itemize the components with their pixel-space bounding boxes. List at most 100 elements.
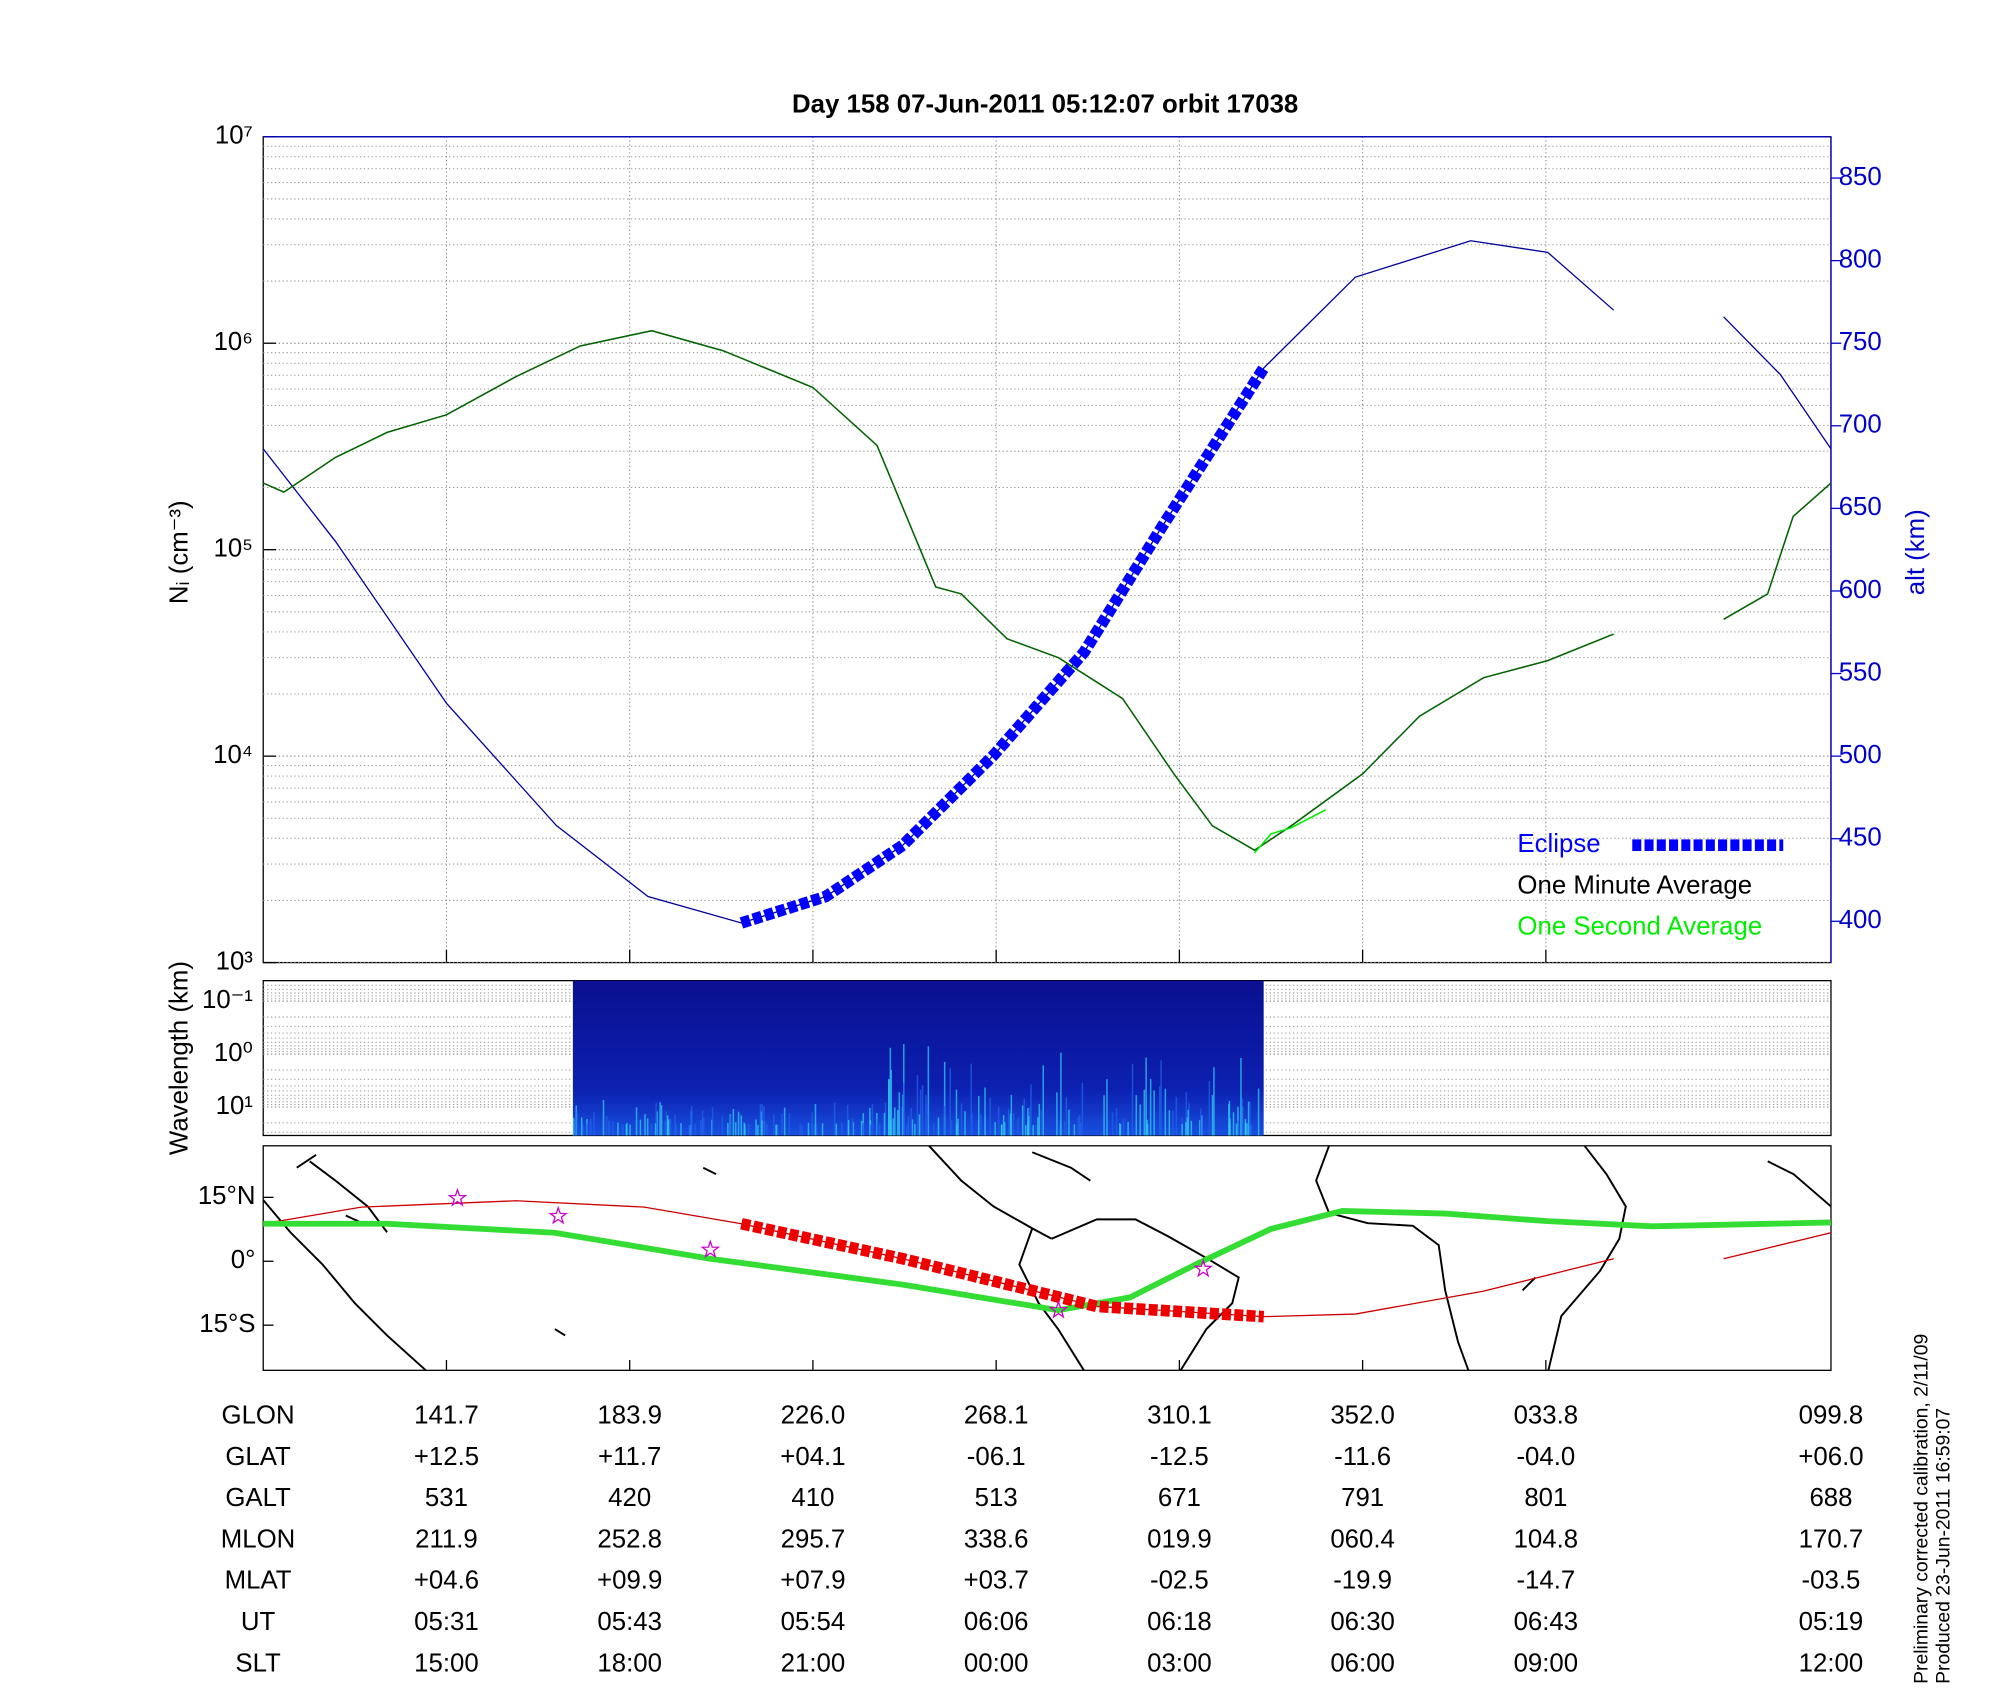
spectrogram-streak	[1000, 1124, 1003, 1136]
spectrogram-streak	[665, 1111, 668, 1136]
cell: 211.9	[415, 1525, 478, 1553]
spectrogram-streak	[1024, 1125, 1027, 1136]
cell: 352.0	[1330, 1402, 1395, 1430]
y-tick-label: 0°	[231, 1246, 256, 1274]
spectrogram-streak	[914, 1123, 916, 1136]
spectrogram-streak	[1135, 1095, 1138, 1136]
cell: -04.0	[1516, 1443, 1575, 1471]
spectrogram-streak	[862, 1124, 864, 1136]
cell: 05:31	[414, 1608, 479, 1636]
cell: +04.1	[780, 1443, 845, 1471]
spectrogram-streak	[690, 1106, 693, 1136]
cell: 226.0	[781, 1402, 846, 1430]
spectrogram-streak	[664, 1120, 666, 1136]
spectrogram-streak	[989, 1097, 991, 1136]
cell: 791	[1341, 1484, 1384, 1512]
row-label: SLT	[235, 1649, 281, 1677]
plot-frame	[262, 1145, 1832, 1371]
spectrogram-streak	[833, 1102, 836, 1136]
spectrogram-streak	[994, 1122, 996, 1136]
spectrogram-streak	[905, 1125, 908, 1136]
spectrogram-streak	[889, 1047, 892, 1136]
spectrogram-streak	[1131, 1063, 1134, 1136]
y2-tick-label: 750	[1839, 328, 1882, 356]
note: Preliminary corrected calibration, 2/11/…	[1911, 1334, 1933, 1684]
spectrogram-streak	[897, 1110, 899, 1136]
spectrogram-streak	[964, 1111, 966, 1136]
spectrogram-streak	[811, 1112, 813, 1136]
spectrogram-streak	[1198, 1120, 1201, 1136]
cell: 06:30	[1330, 1608, 1395, 1636]
spectrogram-streak	[894, 1107, 896, 1136]
spectrogram-streak	[659, 1102, 661, 1136]
coastlines	[262, 1145, 1832, 1372]
spectrogram-streak	[761, 1120, 763, 1136]
spectrogram-streak	[1106, 1079, 1108, 1136]
spectrogram-streak	[977, 1095, 980, 1136]
spectrogram-streak	[918, 1114, 921, 1136]
y-axis-label: Nᵢ (cm⁻³)	[165, 500, 193, 604]
spectrogram-streak	[1040, 1109, 1043, 1136]
star	[447, 1187, 468, 1207]
spectrogram-streak	[916, 1075, 919, 1136]
cell: 05:54	[781, 1608, 846, 1636]
spectrogram-streak	[666, 1115, 669, 1136]
spectrogram-streak	[1115, 1108, 1118, 1136]
spectrogram-streak	[1009, 1113, 1012, 1136]
spectrogram-streak	[721, 1116, 724, 1136]
spectrogram-streak	[1079, 1122, 1082, 1136]
track-dashed	[740, 1218, 1265, 1323]
spectrogram-streak	[1199, 1108, 1202, 1136]
cell: 104.8	[1514, 1525, 1579, 1553]
y2-tick-label: 550	[1839, 658, 1882, 686]
y2-axis-label: alt (km)	[1902, 509, 1930, 595]
spectrogram-streak	[910, 1107, 913, 1136]
cell: +09.9	[597, 1567, 662, 1595]
spectrogram-streak	[1164, 1088, 1167, 1136]
spectrogram-streak	[799, 1123, 801, 1136]
cell: 513	[975, 1484, 1018, 1512]
spectrogram-streak	[1081, 1082, 1084, 1136]
spectrogram-streak	[775, 1124, 777, 1136]
spectrogram-streak	[740, 1115, 743, 1136]
cell: -14.7	[1516, 1567, 1575, 1595]
spectrogram-streak	[622, 1124, 624, 1136]
spectrogram-streak	[971, 1112, 973, 1136]
spectrogram-streak	[1228, 1104, 1230, 1136]
spectrogram-streak	[589, 1118, 592, 1136]
spectrogram-streak	[1235, 1123, 1238, 1136]
row-label: MLON	[221, 1525, 296, 1553]
spectrogram-streak	[835, 1123, 838, 1136]
spectrogram-streak	[921, 1085, 924, 1136]
spectrogram-streak	[766, 1124, 768, 1136]
spectrogram-streak	[1211, 1095, 1214, 1136]
spectrogram-streak	[1160, 1060, 1162, 1136]
density-line	[1253, 808, 1327, 854]
y2-tick-label: 400	[1839, 906, 1882, 934]
track-thin	[263, 1200, 1614, 1318]
spectrogram-streak	[743, 1122, 746, 1136]
spectrogram-streak	[950, 1120, 953, 1136]
spectrogram-streak	[851, 1118, 854, 1136]
cell: +04.6	[414, 1567, 479, 1595]
spectrogram-streak	[883, 1112, 886, 1136]
spectrogram-streak	[1241, 1098, 1244, 1136]
spectrogram-streak	[1021, 1105, 1024, 1136]
cell: 268.1	[964, 1402, 1029, 1430]
spectrogram-streak	[1038, 1103, 1041, 1136]
cell: 060.4	[1330, 1525, 1395, 1553]
spectrogram-streak	[639, 1119, 642, 1136]
spectrogram-streak	[1042, 1065, 1045, 1136]
spectrogram-streak	[1146, 1123, 1149, 1136]
spectrogram-streak	[943, 1061, 946, 1136]
star	[700, 1239, 721, 1259]
cell: 801	[1524, 1484, 1567, 1512]
spectrogram-streak	[761, 1104, 764, 1136]
spectrogram-streak	[1186, 1117, 1189, 1136]
spectrogram-streak	[869, 1124, 872, 1136]
cell: 06:06	[964, 1608, 1029, 1636]
cell: 410	[791, 1484, 834, 1512]
spectrogram-streak	[580, 1117, 583, 1136]
spectrogram-streak	[860, 1120, 863, 1136]
spectrogram-streak	[1237, 1120, 1240, 1136]
